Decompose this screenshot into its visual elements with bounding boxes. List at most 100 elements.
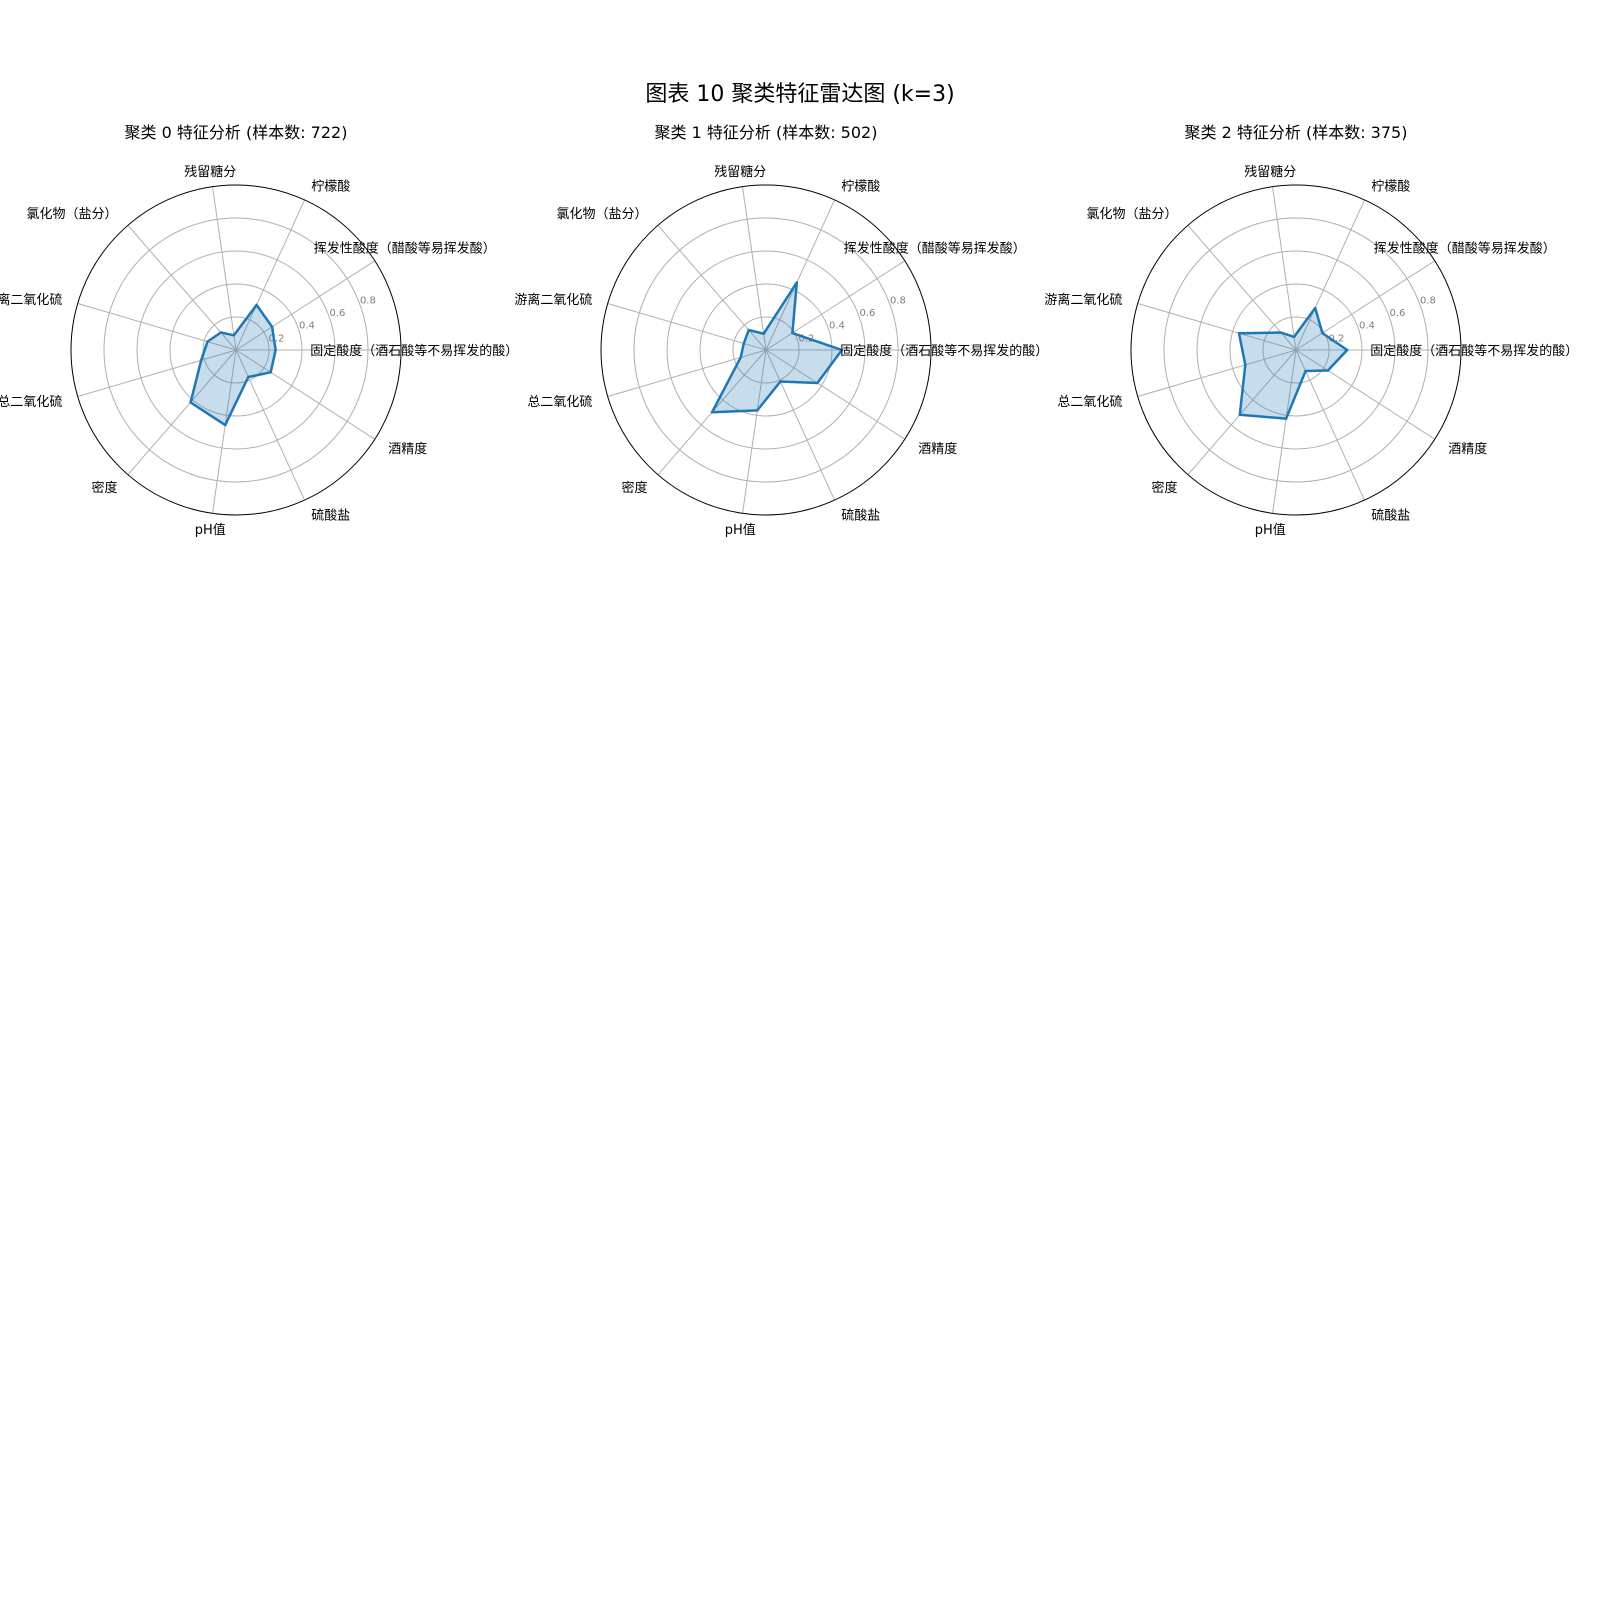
data-point xyxy=(1345,348,1349,352)
chart-title: 聚类 0 特征分析 (样本数: 722) xyxy=(125,123,348,142)
data-point xyxy=(189,401,192,404)
series-area xyxy=(712,282,842,413)
axis-spoke xyxy=(235,349,376,440)
series-area xyxy=(1239,308,1348,419)
data-point xyxy=(1292,335,1296,339)
axis-spoke xyxy=(765,260,906,351)
data-point xyxy=(742,342,746,345)
axis-spoke xyxy=(127,224,237,351)
axis-spoke xyxy=(607,303,767,351)
data-point xyxy=(1321,331,1324,335)
radial-tick-label: 0.6 xyxy=(329,308,345,319)
series-line xyxy=(189,303,277,427)
data-point xyxy=(1304,369,1307,373)
data-point xyxy=(710,411,714,414)
radial-tick-label: 0.6 xyxy=(1389,308,1405,319)
chart-title: 聚类 1 特征分析 (样本数: 502) xyxy=(655,123,878,142)
axis-spoke xyxy=(1295,260,1436,351)
figure-title: 图表 10 聚类特征雷达图 (k=3) xyxy=(645,82,955,107)
axis-label: pH值 xyxy=(725,522,756,538)
axis-label: 氯化物（盐分） xyxy=(1086,207,1177,222)
series-area xyxy=(190,305,276,426)
axis-label: 氯化物（盐分） xyxy=(556,207,647,222)
data-point xyxy=(274,348,277,352)
data-point xyxy=(1326,369,1330,372)
series-line xyxy=(1237,306,1349,420)
data-point xyxy=(1279,331,1283,334)
data-point xyxy=(1284,417,1288,420)
radial-tick-label: 0.2 xyxy=(268,333,284,344)
data-point xyxy=(739,356,742,359)
axis-label: 柠檬酸 xyxy=(311,179,350,194)
data-point xyxy=(779,380,782,383)
axis-spoke xyxy=(765,199,835,351)
axis-label: 密度 xyxy=(1151,480,1177,496)
axis-spoke xyxy=(742,349,767,514)
radial-tick-label: 0.8 xyxy=(890,295,906,306)
data-point xyxy=(756,409,759,412)
radial-tick-label: 0.2 xyxy=(1328,333,1344,344)
axis-label: 游离二氧化硫 xyxy=(1044,292,1122,308)
axis-spoke xyxy=(127,349,237,476)
data-point xyxy=(232,334,236,337)
data-point xyxy=(255,303,258,307)
data-point xyxy=(206,340,209,343)
data-point xyxy=(247,375,250,379)
axis-spoke xyxy=(742,186,767,351)
axis-label: 残留糖分 xyxy=(184,164,236,180)
axis-label: 游离二氧化硫 xyxy=(0,292,62,308)
axis-label: 挥发性酸度（醋酸等易挥发酸） xyxy=(314,241,496,257)
data-point xyxy=(816,381,819,385)
axis-label: 总二氧化硫 xyxy=(527,395,592,410)
data-point xyxy=(269,371,272,374)
axis-label: 残留糖分 xyxy=(1244,164,1296,180)
axis-spoke xyxy=(77,349,237,397)
axis-label: 固定酸度（酒石酸等不易挥发的酸） xyxy=(840,343,1048,359)
axis-spoke xyxy=(235,199,305,351)
axis-label: 氯化物（盐分） xyxy=(26,207,117,222)
axis-label: 酒精度 xyxy=(918,441,957,457)
radar-charts: 聚类 0 特征分析 (样本数: 722) 0.2 0.4 0.6 0.8 固定酸度（酒石酸… xyxy=(0,123,1578,538)
axis-label: 酒精度 xyxy=(1448,441,1487,457)
data-point xyxy=(1237,332,1241,335)
axis-label: 密度 xyxy=(91,480,117,496)
axis-label: 柠檬酸 xyxy=(841,179,880,194)
radial-tick-label: 0.4 xyxy=(299,321,315,332)
axis-spoke xyxy=(765,349,835,501)
radial-tick-label: 0.8 xyxy=(1420,295,1436,306)
axis-spoke xyxy=(212,186,237,351)
radial-tick-label: 0.4 xyxy=(1359,321,1375,332)
axis-label: 总二氧化硫 xyxy=(1057,395,1122,410)
data-point xyxy=(791,331,794,335)
axis-spoke xyxy=(1137,303,1297,351)
radial-tick-label: 0.6 xyxy=(859,308,875,319)
axis-label: 总二氧化硫 xyxy=(0,395,62,410)
axis-label: 挥发性酸度（醋酸等易挥发酸） xyxy=(844,241,1026,257)
axis-label: pH值 xyxy=(1255,522,1286,538)
radar-chart-1: 聚类 1 特征分析 (样本数: 502)0.20.40.60.8固定酸度（酒石酸… xyxy=(514,123,1048,538)
axis-spoke xyxy=(1187,349,1297,476)
axis-label: 酒精度 xyxy=(388,441,427,457)
axis-spoke xyxy=(235,260,376,351)
axis-label: 密度 xyxy=(621,480,647,496)
axis-label: 游离二氧化硫 xyxy=(514,292,592,308)
axis-label: 固定酸度（酒石酸等不易挥发的酸） xyxy=(1370,343,1578,359)
axis-spoke xyxy=(1272,186,1297,351)
axis-spoke xyxy=(1137,349,1297,397)
radial-tick-label: 0.8 xyxy=(360,295,376,306)
chart-title: 聚类 2 特征分析 (样本数: 375) xyxy=(1185,123,1408,142)
axis-spoke xyxy=(212,349,237,514)
data-point xyxy=(1313,306,1317,310)
data-point xyxy=(762,332,765,335)
axis-spoke xyxy=(235,349,305,501)
axis-spoke xyxy=(765,349,906,440)
axis-label: 挥发性酸度（醋酸等易挥发酸） xyxy=(1374,241,1556,257)
radar-chart-2: 聚类 2 特征分析 (样本数: 375) 0.2 0.4 0.6 0.8 固定酸度（酒石酸… xyxy=(1044,123,1578,538)
radar-chart-0: 聚类 0 特征分析 (样本数: 722) 0.2 0.4 0.6 0.8 固定酸度（酒石酸… xyxy=(0,123,518,538)
axis-spoke xyxy=(1272,349,1297,514)
axis-label: 固定酸度（酒石酸等不易挥发的酸） xyxy=(310,343,518,359)
data-point xyxy=(219,331,223,334)
data-point xyxy=(223,423,227,427)
data-point xyxy=(747,328,750,332)
axis-label: 柠檬酸 xyxy=(1371,179,1410,194)
